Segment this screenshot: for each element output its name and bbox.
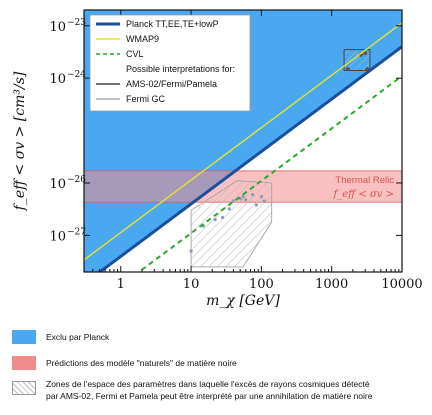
ams-point: [365, 66, 370, 71]
legend-label: AMS-02/Fermi/Pamela: [126, 79, 217, 89]
fermi-gc-point: [254, 203, 259, 207]
legend-label: WMAP9: [126, 34, 159, 44]
x-tick-label: 10: [183, 277, 200, 292]
relic-caption: Prédictions des modèle "naturels" de mat…: [46, 358, 237, 368]
y-tick-exponent: −26: [67, 175, 86, 185]
fermi-gc-point: [189, 249, 193, 253]
fermi-gc-point: [227, 207, 231, 211]
legend-label: CVL: [126, 49, 144, 59]
zones-caption-line2: par AMS-02, Fermi et Pamela peut être in…: [46, 391, 373, 401]
relic-label: Thermal Relic: [335, 175, 394, 186]
y-tick-exponent: −24: [67, 70, 86, 80]
legend-label: Possible interpretations for:: [126, 64, 235, 74]
ams-point: [345, 66, 350, 71]
x-axis-label: m_χ [GeV]: [206, 293, 280, 309]
fermi-gc-point: [250, 192, 255, 197]
zones-caption-line1: Zones de l'espace des paramètres dans la…: [46, 379, 370, 389]
x-tick-label: 10000: [381, 277, 422, 292]
y-tick-exponent: −23: [67, 18, 86, 28]
relic-swatch: [12, 356, 36, 370]
x-tick-label: 1000: [315, 277, 348, 292]
fermi-gc-point: [220, 215, 225, 220]
x-tick-label: 100: [249, 277, 274, 292]
zones-swatch: [12, 381, 36, 395]
fermi-gc-point: [213, 218, 217, 222]
y-tick-label: 10: [49, 20, 66, 35]
y-tick-exponent: −27: [67, 227, 86, 237]
series-line-wmap9: [84, 22, 402, 261]
chart-legend: Planck TT,EE,TE+lowP WMAP9 CVL Possible int…: [89, 14, 251, 112]
y-tick-label: 10: [49, 229, 66, 244]
planck-swatch: [12, 330, 36, 344]
fermi-gc-point: [262, 199, 266, 203]
relic-sublabel: f_eff < σv >: [333, 189, 394, 200]
y-tick-label: 10: [49, 72, 66, 87]
y-tick-label: 10: [49, 177, 66, 192]
x-tick-label: 1: [117, 277, 125, 292]
series-line-planck-tt-ee-te-lowp: [97, 45, 402, 272]
legend-label: Planck TT,EE,TE+lowP: [126, 19, 219, 29]
fermi-gc-point: [231, 199, 236, 203]
legend-box: [89, 14, 251, 112]
plot-frame: [83, 9, 403, 273]
ams-point: [363, 51, 368, 56]
y-axis-label: f_eff < σv > [cm³/s]: [12, 71, 28, 211]
series-line-cvl: [137, 75, 402, 272]
fermi-gc-point: [241, 194, 245, 199]
fermi-gc-point: [259, 194, 263, 199]
fermi-gc-point: [244, 198, 248, 202]
legend-label: Fermi GC: [126, 94, 165, 104]
planck-caption: Exclu par Planck: [46, 332, 110, 342]
